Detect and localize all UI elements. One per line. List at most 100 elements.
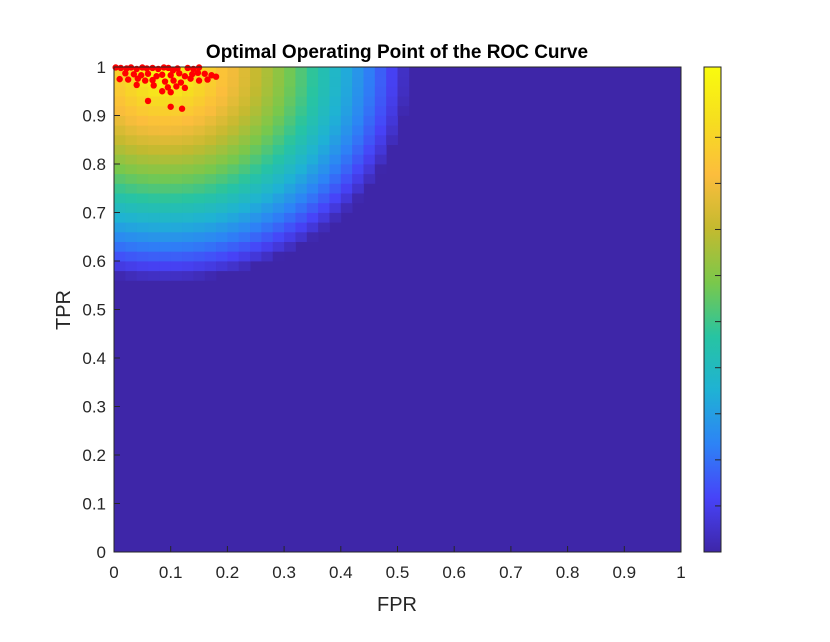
- heatmap-cell: [284, 164, 296, 175]
- heatmap-cell: [306, 231, 319, 242]
- heatmap-cell: [170, 231, 183, 242]
- heatmap-cell: [193, 222, 206, 233]
- heatmap-cell: [340, 144, 353, 155]
- heatmap-cell: [340, 164, 353, 175]
- heatmap-cell: [261, 86, 274, 97]
- heatmap-cell: [238, 164, 251, 175]
- heatmap-cell: [193, 144, 206, 155]
- x-tick-label: 0: [109, 563, 118, 582]
- heatmap-cell: [318, 222, 330, 233]
- heatmap-cell: [114, 86, 126, 97]
- heatmap-cell: [204, 231, 217, 242]
- heatmap-cell: [114, 212, 126, 223]
- heatmap-cell: [306, 76, 319, 87]
- y-tick-label: 0.2: [82, 446, 106, 465]
- scatter-point: [212, 73, 220, 80]
- heatmap-cell: [182, 193, 194, 204]
- heatmap-cell: [204, 134, 217, 145]
- heatmap-cell: [216, 115, 228, 126]
- heatmap-cell: [136, 134, 149, 145]
- heatmap-cell: [193, 231, 206, 242]
- heatmap-cell: [250, 164, 262, 175]
- heatmap-cell: [170, 241, 183, 252]
- heatmap-cell: [182, 96, 194, 107]
- heatmap-cell: [374, 96, 387, 107]
- heatmap-cell: [238, 193, 251, 204]
- heatmap-cell: [193, 115, 206, 126]
- heatmap-cell: [204, 183, 217, 194]
- heatmap-cell: [272, 193, 285, 204]
- heatmap-cell: [216, 86, 228, 97]
- heatmap-cell: [125, 202, 138, 213]
- heatmap-cell: [272, 251, 285, 262]
- heatmap-cell: [272, 222, 285, 233]
- heatmap-cell: [295, 193, 308, 204]
- heatmap-cell: [136, 183, 149, 194]
- heatmap-cell: [386, 86, 398, 97]
- heatmap-cell: [250, 76, 262, 87]
- heatmap-cell: [352, 144, 364, 155]
- heatmap-cell: [182, 86, 194, 97]
- heatmap-cell: [340, 173, 353, 184]
- heatmap-cell: [125, 241, 138, 252]
- heatmap-cell: [386, 115, 398, 126]
- heatmap-cell: [238, 96, 251, 107]
- heatmap-cell: [363, 115, 376, 126]
- heatmap-cell: [238, 261, 251, 272]
- heatmap-cell: [318, 164, 330, 175]
- heatmap-cell: [295, 96, 308, 107]
- heatmap-cell: [261, 212, 274, 223]
- scatter-point: [170, 77, 177, 84]
- heatmap-cell: [125, 144, 138, 155]
- heatmap-cell: [170, 193, 183, 204]
- heatmap-cell: [204, 144, 217, 155]
- heatmap-cell: [329, 212, 342, 223]
- scatter-point: [134, 75, 142, 82]
- heatmap-cell: [204, 96, 217, 107]
- heatmap-cell: [227, 261, 240, 272]
- heatmap-cell: [159, 164, 172, 175]
- heatmap-cell: [374, 144, 387, 155]
- x-tick-label: 0.7: [499, 563, 523, 582]
- heatmap-cell: [125, 125, 138, 136]
- heatmap-cell: [216, 76, 228, 87]
- heatmap-cell: [272, 144, 285, 155]
- scatter-point: [167, 72, 174, 79]
- heatmap-cell: [114, 202, 126, 213]
- heatmap-cell: [148, 270, 160, 281]
- y-tick-label: 1: [97, 58, 106, 77]
- heatmap-cell: [272, 183, 285, 194]
- heatmap-cell: [306, 86, 319, 97]
- heatmap-cell: [193, 105, 206, 116]
- heatmap-cell: [250, 212, 262, 223]
- heatmap-cell: [284, 183, 296, 194]
- heatmap-cell: [159, 251, 172, 262]
- scatter-point: [150, 82, 157, 89]
- scatter-point: [153, 73, 160, 80]
- heatmap-cell: [125, 212, 138, 223]
- heatmap-cell: [250, 96, 262, 107]
- heatmap-cell: [148, 222, 160, 233]
- heatmap-cell: [182, 173, 194, 184]
- heatmap-cell: [261, 134, 274, 145]
- heatmap-cell: [363, 134, 376, 145]
- heatmap-cell: [204, 261, 217, 272]
- heatmap-cell: [159, 144, 172, 155]
- heatmap-cell: [386, 125, 398, 136]
- heatmap-cell: [136, 164, 149, 175]
- heatmap-cell: [136, 144, 149, 155]
- heatmap-cell: [114, 96, 126, 107]
- heatmap-cell: [159, 212, 172, 223]
- heatmap-cell: [216, 164, 228, 175]
- heatmap-cell: [284, 76, 296, 87]
- heatmap-cell: [193, 261, 206, 272]
- heatmap-cell: [329, 105, 342, 116]
- heatmap-cell: [170, 115, 183, 126]
- heatmap-cell: [193, 270, 206, 281]
- scatter-point: [158, 71, 166, 78]
- heatmap-cell: [216, 183, 228, 194]
- heatmap-cells: [114, 67, 681, 552]
- heatmap-cell: [114, 134, 126, 145]
- heatmap-cell: [238, 202, 251, 213]
- heatmap-cell: [318, 86, 330, 97]
